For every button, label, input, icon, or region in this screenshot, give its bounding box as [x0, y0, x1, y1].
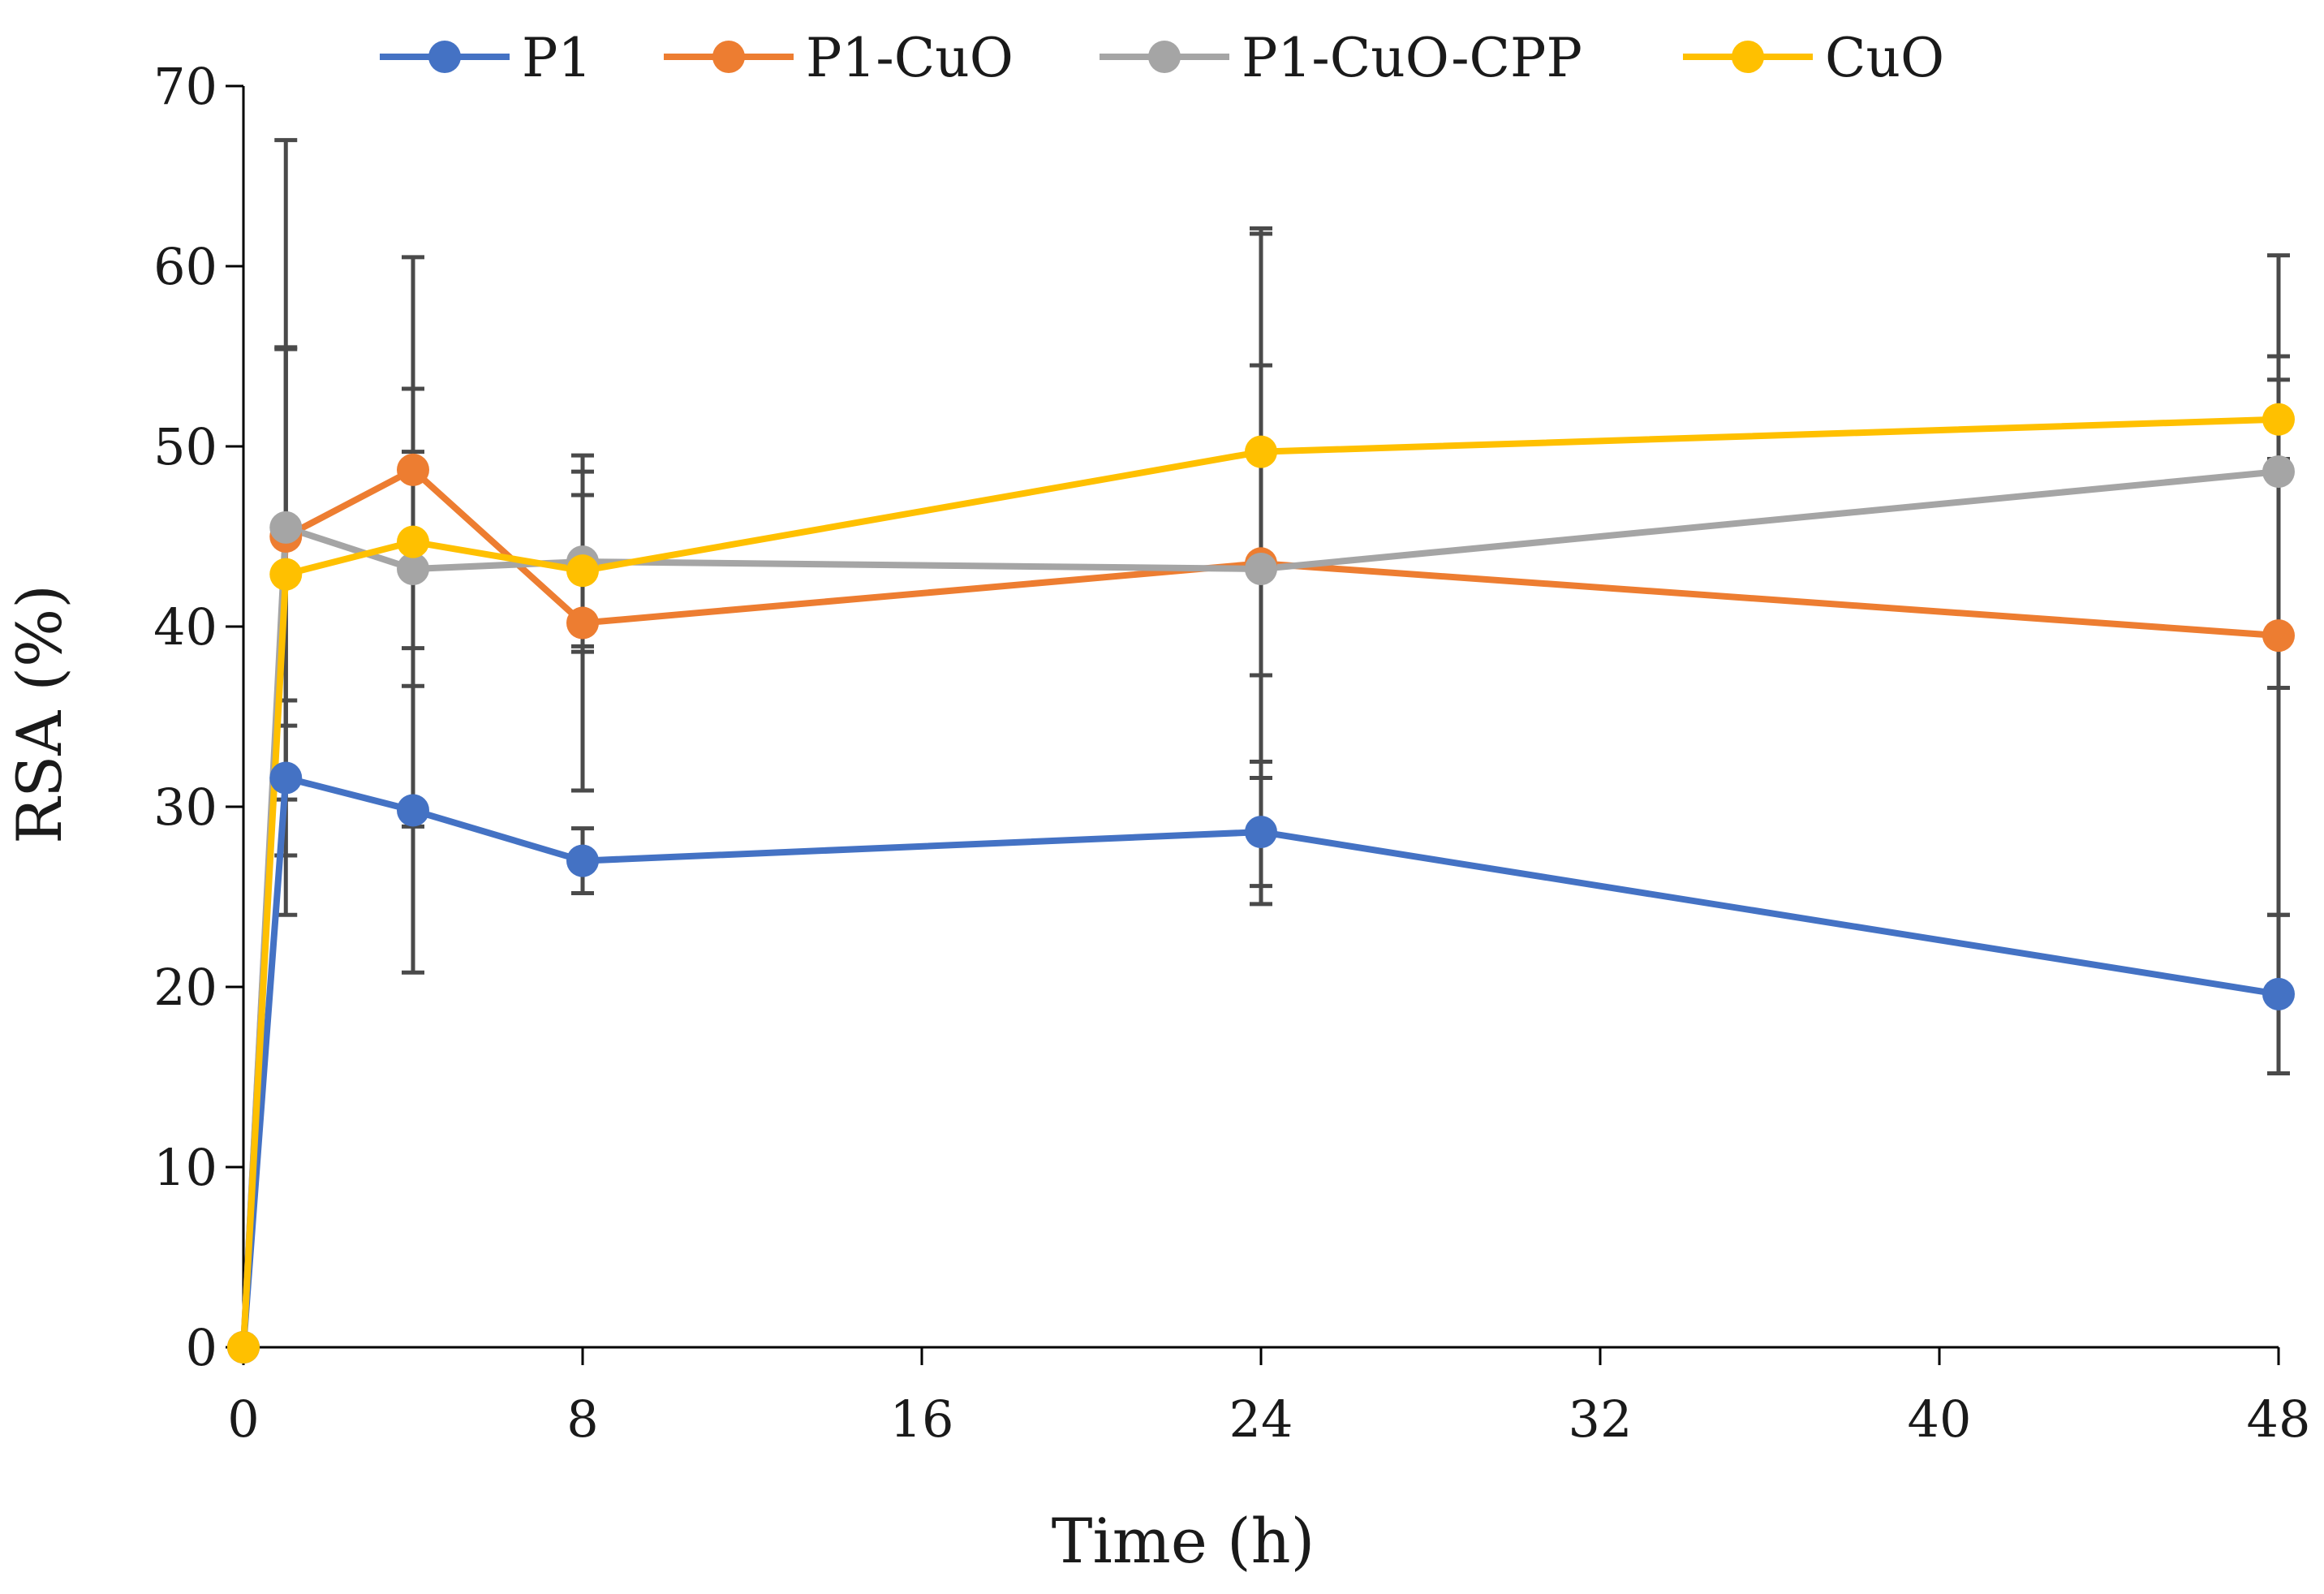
- data-point-p1: [269, 761, 303, 795]
- legend-label: CuO: [1825, 27, 1944, 89]
- data-point-p1-cuo: [566, 606, 599, 640]
- y-tick-label: 20: [153, 958, 217, 1017]
- legend: P1 P1-CuO P1-CuO-CPP CuO: [380, 27, 1944, 89]
- legend-marker: [1148, 41, 1181, 73]
- y-axis-label: RSA (%): [3, 584, 75, 844]
- data-point-p1-cuo-cpp: [2262, 455, 2295, 489]
- y-tick-label: 60: [153, 237, 217, 296]
- data-point-p1: [397, 794, 429, 827]
- legend-item-p1-cuo-cpp: P1-CuO-CPP: [1100, 27, 1582, 89]
- x-tick-label: 32: [1569, 1389, 1633, 1449]
- data-point-cuo: [1245, 435, 1277, 468]
- y-ticks: 0 10 20 30 40 50 60 70: [153, 57, 243, 1377]
- legend-marker: [712, 41, 745, 73]
- x-tick-label: 0: [227, 1389, 259, 1449]
- data-point-p1-cuo-cpp: [1245, 552, 1277, 585]
- x-tick-label: 40: [1908, 1389, 1972, 1449]
- data-point-p1: [2262, 977, 2295, 1010]
- x-tick-label: 48: [2247, 1389, 2311, 1449]
- data-point-p1-cuo: [397, 453, 429, 486]
- error-bars: [274, 138, 2290, 1076]
- x-tick-label: 8: [566, 1389, 598, 1449]
- data-point-p1-cuo-cpp: [269, 511, 303, 544]
- data-point-p1-cuo: [2262, 619, 2295, 653]
- x-tick-label: 16: [890, 1389, 954, 1449]
- y-tick-label: 30: [153, 778, 217, 837]
- data-point-cuo: [227, 1331, 260, 1364]
- y-tick-label: 70: [153, 57, 217, 116]
- data-point-cuo: [397, 525, 429, 558]
- data-point-p1: [566, 844, 599, 877]
- legend-marker: [1732, 41, 1764, 73]
- y-tick-label: 0: [186, 1318, 217, 1377]
- series-line-p1: [240, 774, 2282, 1351]
- series-line-cuo: [240, 416, 2282, 1351]
- data-point-cuo: [2262, 403, 2295, 436]
- y-tick-label: 50: [153, 417, 217, 476]
- x-tick-label: 24: [1229, 1389, 1293, 1449]
- data-point-p1: [1245, 816, 1277, 849]
- legend-label: P1-CuO: [806, 27, 1014, 89]
- legend-marker: [428, 41, 461, 73]
- series-lines: [240, 416, 2282, 1351]
- y-tick-label: 10: [153, 1138, 217, 1197]
- series-points: [227, 403, 2295, 1364]
- data-point-p1-cuo-cpp: [397, 552, 429, 585]
- x-axis-label: Time (h): [1052, 1505, 1315, 1577]
- x-ticks: 0 8 16 24 32 40 48: [227, 1347, 2310, 1449]
- legend-label: P1-CuO-CPP: [1242, 27, 1582, 89]
- legend-label: P1: [522, 27, 592, 89]
- data-point-cuo: [566, 554, 599, 588]
- legend-item-p1-cuo: P1-CuO: [664, 27, 1014, 89]
- y-tick-label: 40: [153, 597, 217, 657]
- data-point-cuo: [269, 558, 303, 591]
- legend-item-p1: P1: [380, 27, 592, 89]
- legend-item-cuo: CuO: [1683, 27, 1944, 89]
